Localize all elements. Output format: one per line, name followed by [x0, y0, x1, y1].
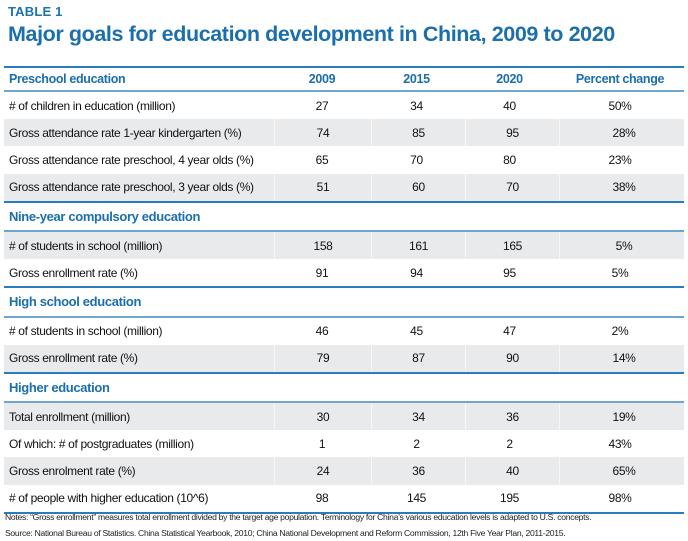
table-cell: 34 [410, 98, 423, 113]
table-cell: 28% [559, 119, 688, 147]
row-label: # of children in education (million) [9, 98, 176, 113]
section-header-row: High school education [4, 288, 684, 318]
row-label: Gross attendance rate 1-year kindergarte… [9, 125, 242, 140]
row-label: Gross enrolment rate (%) [9, 464, 136, 479]
table-cell: 60 [371, 173, 465, 201]
section-header-row: Higher education [4, 374, 684, 404]
table-cell: 91 [315, 265, 329, 280]
table-row: Gross attendance rate preschool, 3 year … [4, 173, 684, 203]
table-cell: 1 [318, 436, 326, 451]
table-cell: 70 [410, 152, 423, 167]
table-cell: 85 [371, 119, 465, 147]
table-cell: 5% [559, 231, 688, 260]
row-label: Gross attendance rate preschool, 3 year … [9, 180, 254, 195]
table-label: TABLE 1 [8, 4, 63, 19]
table-cell: 145 [407, 491, 426, 506]
table-cell: 19% [559, 403, 688, 431]
section-title: Nine-year compulsory education [9, 208, 201, 224]
table-cell: 87 [371, 344, 465, 372]
table-row: Total enrollment (million) 30 34 36 19% [4, 403, 684, 431]
table-cell: 36 [465, 403, 559, 431]
table-cell: 195 [500, 491, 519, 506]
row-label: # of students in school (million) [9, 238, 163, 253]
table-cell: 27 [315, 98, 329, 113]
table-cell: 65 [315, 152, 329, 167]
table-cell: 40 [503, 98, 516, 113]
table-cell: 74 [274, 119, 371, 147]
table-cell: 79 [274, 344, 371, 372]
table-cell: 5% [611, 265, 629, 280]
section-title: Preschool education [9, 72, 126, 86]
column-header: 2020 [496, 72, 523, 86]
table-cell: 95 [503, 265, 516, 280]
table-cell: 80 [503, 152, 516, 167]
table-cell: 40 [465, 457, 559, 485]
table-cell: 46 [315, 324, 329, 339]
table-cell: 95 [465, 119, 559, 147]
table-cell: 94 [410, 265, 423, 280]
source-text: Source: National Bureau of Statistics. C… [5, 528, 566, 538]
table-title: Major goals for education development in… [8, 22, 615, 46]
table-cell: 2% [611, 324, 629, 339]
table-cell: 158 [274, 231, 371, 260]
table-row: Gross attendance rate 1-year kindergarte… [4, 119, 684, 147]
table-cell: 34 [371, 403, 465, 431]
table-cell: 50% [608, 98, 632, 113]
table-row: # of students in school (million) 158 161 1… [4, 231, 684, 260]
table-cell: 161 [371, 231, 465, 260]
column-header-row: Preschool education 2009 2015 2020 Percent c… [4, 68, 684, 92]
notes-text: Notes: “Gross enrollment” measures total… [5, 512, 592, 522]
row-label: Gross enrollment rate (%) [9, 265, 138, 280]
table-row: Of which: # of postgraduates (million) 1 2… [4, 430, 684, 457]
column-header: Percent change [575, 72, 665, 86]
row-label: Gross enrollment rate (%) [9, 351, 138, 366]
table-cell: 70 [465, 173, 559, 201]
table-cell: 30 [274, 403, 371, 431]
table-cell: 36 [371, 457, 465, 485]
table-cell: 98 [315, 491, 329, 506]
table-cell: 47 [503, 324, 516, 339]
goals-table: Preschool education 2009 2015 2020 Percent c… [4, 66, 684, 514]
table-cell: 2 [413, 436, 420, 451]
row-label: Total enrollment (million) [9, 409, 130, 424]
footnotes: Notes: “Gross enrollment” measures total… [5, 509, 592, 541]
table-cell: 43% [608, 436, 632, 451]
section-title: High school education [9, 294, 142, 310]
row-label: # of people with higher education (10^6) [9, 491, 209, 506]
table-cell: 65% [559, 457, 688, 485]
table-cell: 23% [608, 152, 632, 167]
table-cell: 45 [410, 324, 423, 339]
row-label: # of students in school (million) [9, 324, 163, 339]
table-cell: 2 [506, 436, 513, 451]
table-row: Gross enrollment rate (%) 79 87 90 14% [4, 344, 684, 374]
column-header: 2009 [308, 72, 336, 86]
table-cell: 14% [559, 344, 688, 372]
table-cell: 51 [274, 173, 371, 201]
table-cell: 38% [559, 173, 688, 201]
section-header-row: Nine-year compulsory education [4, 203, 684, 232]
table-cell: 165 [465, 231, 559, 260]
table-cell: 90 [465, 344, 559, 372]
table-cell: 24 [274, 457, 371, 485]
table-cell: 98% [608, 491, 632, 506]
table-row: # of children in education (million) 27 34… [4, 92, 684, 119]
column-header: 2015 [403, 72, 430, 86]
row-label: Gross attendance rate preschool, 4 year … [9, 152, 254, 167]
table-row: Gross enrollment rate (%) 91 94 95 5% [4, 259, 684, 289]
table-row: # of students in school (million) 46 45 47 2… [4, 318, 684, 345]
table-row: Gross enrolment rate (%) 24 36 40 65% [4, 457, 684, 485]
section-title: Higher education [9, 379, 110, 395]
table-row: # of people with higher education (10^6)… [4, 485, 684, 514]
table-row: Gross attendance rate preschool, 4 year … [4, 146, 684, 173]
row-label: Of which: # of postgraduates (million) [9, 436, 194, 451]
